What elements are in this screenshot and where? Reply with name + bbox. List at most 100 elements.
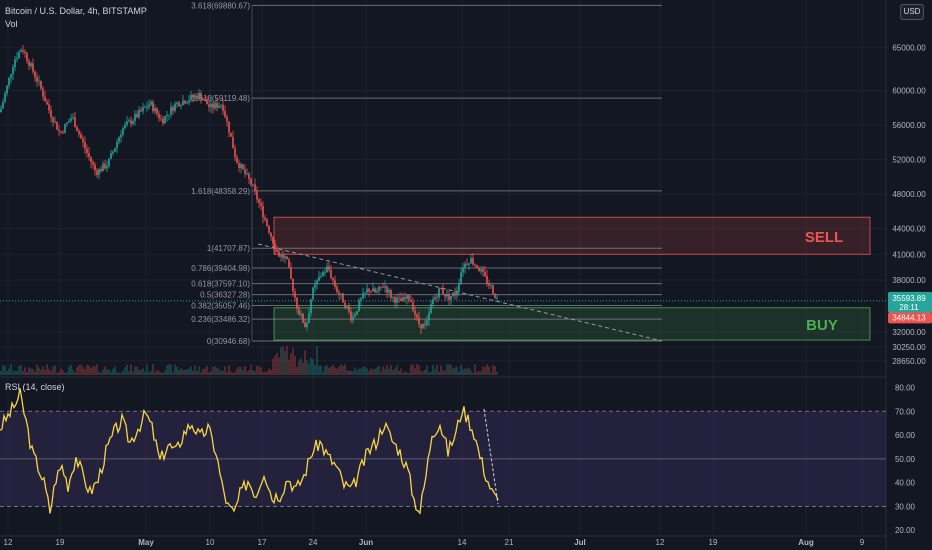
volume-bar	[234, 371, 236, 375]
zone-layer: SELL BUY	[273, 216, 871, 341]
candle-body	[232, 136, 234, 149]
candle-body	[218, 105, 220, 108]
candle-body	[490, 285, 492, 287]
time-axis-label: 21	[505, 538, 514, 547]
fib-level-label: 1(41707.87)	[207, 244, 250, 253]
time-axis-label: 24	[309, 538, 318, 547]
volume-bar	[186, 369, 188, 375]
candle-body	[82, 138, 84, 143]
candle-body	[488, 283, 490, 286]
candle-body	[368, 288, 370, 292]
candle-body	[454, 292, 456, 296]
currency-button[interactable]: USD	[900, 4, 924, 20]
candle-body	[54, 121, 56, 123]
volume-bar	[150, 370, 152, 375]
volume-bar	[40, 369, 42, 375]
candle-body	[138, 110, 140, 118]
volume-bar	[260, 367, 262, 375]
candle-body	[282, 254, 284, 259]
volume-bar	[390, 365, 392, 375]
rsi-axis-label: 60.00	[895, 431, 916, 440]
volume-bar	[194, 365, 196, 375]
volume-bar	[326, 365, 328, 375]
volume-bar	[464, 368, 466, 375]
candle-body	[140, 110, 142, 112]
volume-bar	[42, 366, 44, 375]
candle-body	[178, 102, 180, 107]
volume-bar	[130, 364, 132, 375]
candle-body	[194, 95, 196, 98]
candle-body	[446, 293, 448, 297]
candle-body	[136, 114, 138, 118]
candle-body	[370, 291, 372, 293]
candle-body	[438, 288, 440, 298]
volume-bar	[18, 366, 20, 375]
candle-body	[144, 107, 146, 109]
candle-body	[228, 121, 230, 133]
candle-body	[456, 290, 458, 296]
time-axis-label: 12	[656, 538, 665, 547]
volume-bar	[262, 371, 264, 375]
volume-bar	[454, 367, 456, 375]
candle-body	[396, 297, 398, 303]
volume-bar	[300, 358, 302, 375]
volume-bar	[162, 372, 164, 375]
candle-body	[492, 285, 494, 294]
fib-level-label: 3.618(69880.67)	[191, 1, 250, 10]
candle-body	[68, 120, 70, 123]
candle-body	[176, 102, 178, 104]
volume-bar	[332, 364, 334, 375]
candle-body	[312, 287, 314, 300]
candle-body	[400, 298, 402, 302]
volume-bar	[296, 366, 298, 375]
volume-bar	[424, 369, 426, 375]
candle-body	[172, 106, 174, 111]
volume-bar	[330, 366, 332, 375]
candle-body	[304, 322, 306, 328]
volume-layer	[0, 345, 498, 375]
volume-bar	[160, 372, 162, 375]
candle-body	[276, 249, 278, 252]
volume-bar	[216, 367, 218, 375]
volume-bar	[292, 348, 294, 375]
candle-body	[354, 314, 356, 317]
volume-bar	[430, 371, 432, 375]
candle-body	[418, 317, 420, 325]
volume-bar	[134, 366, 136, 375]
volume-bar	[204, 368, 206, 375]
candle-body	[32, 63, 34, 72]
volume-bar	[340, 364, 342, 375]
candle-body	[482, 269, 484, 272]
volume-bar	[138, 369, 140, 375]
volume-bar	[268, 368, 270, 375]
volume-bar	[60, 368, 62, 375]
volume-bar	[92, 365, 94, 375]
volume-bar	[242, 370, 244, 375]
candle-body	[332, 277, 334, 281]
volume-bar	[458, 371, 460, 375]
volume-bar	[200, 372, 202, 375]
candle-body	[460, 272, 462, 284]
volume-bar	[72, 369, 74, 375]
volume-bar	[388, 368, 390, 375]
candle-body	[58, 129, 60, 132]
volume-bar	[320, 365, 322, 375]
candle-body	[90, 156, 92, 163]
volume-bar	[124, 367, 126, 375]
volume-bar	[346, 370, 348, 375]
volume-bar	[286, 345, 288, 375]
candle-body	[84, 142, 86, 149]
volume-bar	[452, 368, 454, 375]
candle-body	[12, 67, 14, 75]
volume-bar	[394, 368, 396, 375]
volume-bar	[238, 366, 240, 375]
volume-bar	[276, 353, 278, 375]
time-axis-label: May	[138, 538, 154, 547]
volume-bar	[214, 365, 216, 375]
volume-bar	[350, 370, 352, 375]
volume-bar	[342, 365, 344, 375]
candle-body	[164, 116, 166, 124]
candle-body	[236, 157, 238, 164]
volume-bar	[368, 370, 370, 375]
